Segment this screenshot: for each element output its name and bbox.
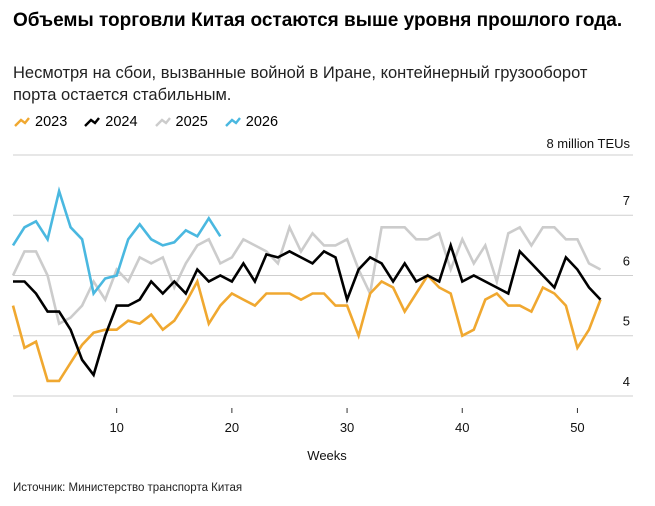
legend-item-2026: 2026 [224, 113, 278, 131]
legend-label: 2025 [175, 114, 208, 130]
legend-swatch-icon [154, 117, 171, 127]
x-tick-label: 50 [570, 420, 584, 435]
series-line-2026 [11, 186, 222, 297]
series-lines [11, 186, 602, 383]
series-line-2023 [11, 273, 602, 383]
y-tick-label: 7 [623, 193, 630, 208]
y-tick-label: 4 [623, 374, 630, 389]
x-tick-label: 40 [455, 420, 469, 435]
legend-label: 2023 [35, 114, 68, 130]
legend-label: 2026 [245, 114, 279, 130]
legend-item-2023: 2023 [13, 113, 67, 131]
x-axis-label: Weeks [307, 448, 347, 463]
legend-label: 2024 [105, 114, 138, 130]
y-tick-label: 5 [623, 314, 630, 329]
x-tick-label: 30 [340, 420, 354, 435]
legend-swatch-icon [84, 117, 101, 127]
y-tick-label: 6 [623, 253, 630, 268]
chart-title: Объемы торговли Китая остаются выше уров… [13, 10, 623, 31]
unit-label: 8 million TEUs [546, 136, 630, 151]
series-line-2024 [13, 241, 602, 378]
legend-item-2024: 2024 [83, 113, 138, 131]
axis-labels: 4 5 6 7 8 million TEUs 10 20 30 40 50 Weeks [109, 136, 630, 463]
legend-item-2025: 2025 [154, 113, 208, 131]
x-tick-label: 20 [225, 420, 239, 435]
line-chart: 4 5 6 7 8 million TEUs 10 20 30 40 50 Weeks [11, 136, 633, 463]
grid-lines [13, 154, 633, 397]
legend-swatch-icon [224, 117, 241, 127]
legend-swatch-icon [14, 117, 30, 127]
chart-subtitle: Несмотря на сбои, вызванные войной в Ира… [13, 64, 588, 104]
x-tick-label: 10 [109, 420, 123, 435]
series-line-2025 [11, 223, 602, 326]
source-note: Источник: Министерство транспорта Китая [13, 482, 243, 494]
chart-legend: 2023 2024 2025 2026 [13, 112, 294, 132]
